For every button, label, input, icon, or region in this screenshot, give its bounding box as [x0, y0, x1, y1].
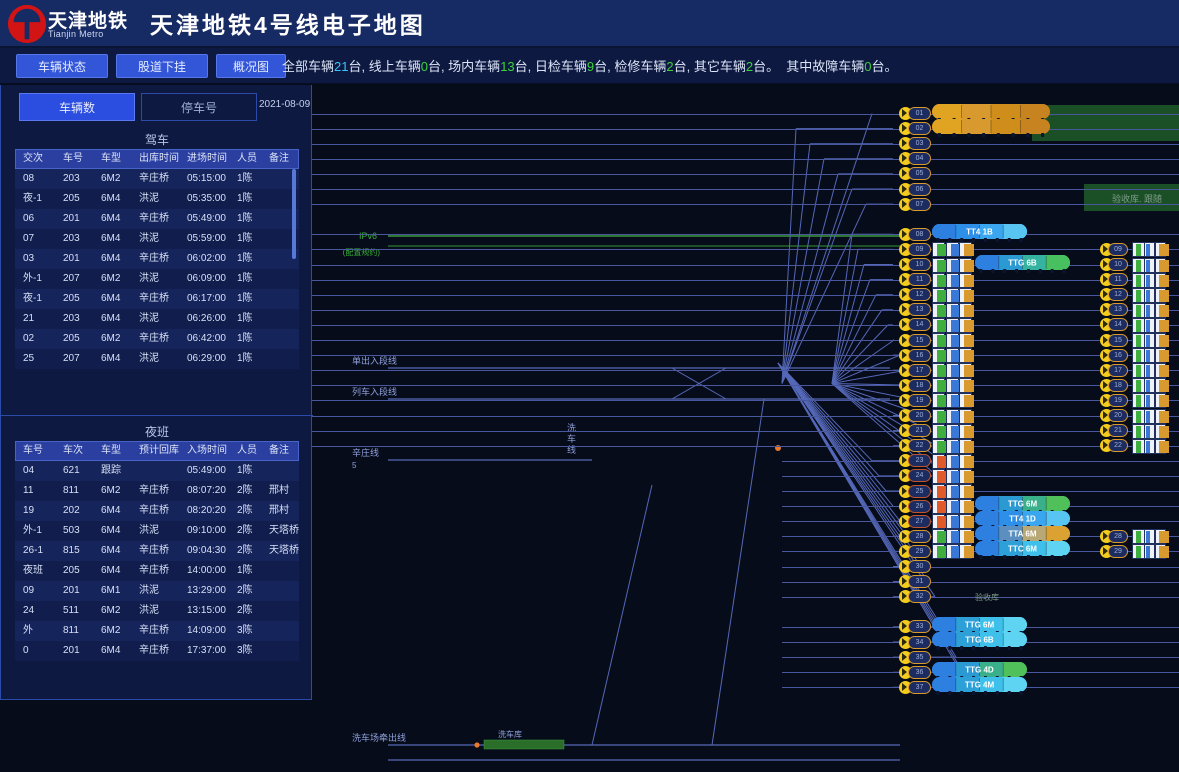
svg-text:单出入段线: 单出入段线: [352, 355, 397, 366]
svg-text:洗车场牵出线: 洗车场牵出线: [352, 732, 406, 743]
svg-text:TTC 6M: TTC 6M: [1008, 545, 1037, 554]
svg-text:TTG 6B: TTG 6B: [965, 636, 994, 645]
svg-text:TT4 1D: TT4 1D: [1009, 515, 1036, 524]
svg-text:TTA 6M: TTA 6M: [1009, 530, 1037, 539]
svg-text:TTG 4D: TTG 4D: [965, 666, 994, 675]
svg-text:TT4 1B: TT4 1B: [966, 228, 993, 237]
svg-text:列车入段线: 列车入段线: [352, 386, 397, 397]
svg-text:IPv6: IPv6: [359, 231, 377, 241]
svg-text:TTG 4M: TTG 4M: [965, 681, 995, 690]
svg-text:TTG 6M: TTG 6M: [965, 620, 995, 629]
svg-text:5: 5: [352, 461, 357, 470]
svg-text:辛庄线: 辛庄线: [352, 447, 379, 458]
svg-text:验收库. 跟随: 验收库. 跟随: [1112, 193, 1162, 204]
svg-text:TTG 6M: TTG 6M: [1008, 500, 1038, 509]
svg-text:洗车库: 洗车库: [498, 729, 522, 739]
svg-text:TTG 6B: TTG 6B: [1008, 258, 1037, 267]
